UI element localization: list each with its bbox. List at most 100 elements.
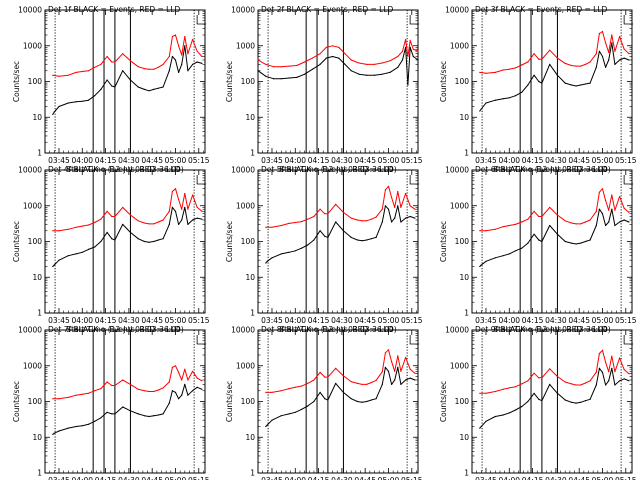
data-point-events [614, 63, 616, 65]
data-point-lld [589, 61, 591, 63]
data-point-events [52, 113, 54, 115]
chart-title: Det 1f BLACK = Events, RED = LLD [48, 5, 181, 14]
data-point-events [480, 108, 482, 110]
corner-bracket [196, 15, 207, 25]
y-tick-label: 1 [464, 309, 469, 318]
data-point-lld [570, 64, 573, 67]
data-point-events [580, 401, 582, 403]
data-point-events [533, 233, 535, 235]
data-point-lld [81, 70, 83, 73]
data-point-events [94, 246, 96, 248]
data-point-lld [157, 66, 159, 68]
data-point-lld [373, 63, 376, 65]
data-point-events [595, 224, 597, 227]
data-point-lld [527, 61, 529, 63]
series-events-line [52, 383, 203, 435]
corner-bracket [409, 335, 420, 345]
data-point-events [608, 380, 610, 382]
data-point-events [570, 401, 573, 403]
data-point-lld [533, 210, 535, 212]
x-tick-label: 04:15 [95, 476, 117, 480]
data-point-events [595, 384, 597, 386]
data-point-events [556, 392, 559, 394]
x-tick-label: 04:00 [71, 476, 93, 480]
x-tick-label: 03:45 [475, 476, 497, 480]
data-point-events [106, 79, 108, 81]
data-point-lld [157, 221, 159, 223]
data-point-events [327, 399, 329, 401]
x-tick-label: 05:15 [401, 316, 423, 325]
data-point-lld [307, 218, 309, 220]
panel-det-2: Det 2f BLACK = Events, RED = LLD 1 10 100 10… [225, 5, 423, 174]
data-point-lld [614, 371, 616, 373]
data-point-lld [605, 199, 607, 202]
data-point-events [401, 59, 404, 61]
data-point-events [168, 70, 170, 72]
data-point-events [67, 102, 69, 104]
data-point-lld [192, 194, 194, 196]
data-point-events [129, 410, 131, 412]
data-point-lld [608, 51, 610, 54]
data-point-events [174, 59, 177, 61]
data-point-lld [196, 206, 198, 208]
data-point-events [533, 392, 535, 394]
data-point-lld [181, 208, 183, 210]
data-point-events [384, 205, 386, 207]
data-point-events [623, 219, 625, 221]
data-point-lld [556, 375, 559, 378]
data-point-lld [619, 357, 621, 359]
data-point-events [570, 242, 573, 244]
data-point-events [485, 102, 487, 104]
plot-frame [44, 9, 206, 154]
data-point-lld [137, 388, 139, 390]
data-point-lld [394, 370, 396, 372]
data-point-events [332, 55, 334, 58]
data-point-lld [294, 221, 296, 224]
data-point-lld [324, 213, 326, 215]
x-tick-label: 04:00 [498, 156, 520, 165]
data-point-events [75, 425, 77, 428]
data-point-events [192, 219, 194, 221]
data-point-events [58, 105, 60, 108]
data-point-events [184, 206, 186, 208]
data-point-events [143, 88, 145, 90]
data-point-lld [265, 226, 267, 228]
data-point-lld [342, 211, 344, 213]
data-point-lld [527, 218, 529, 220]
data-point-events [296, 76, 298, 78]
data-point-events [611, 208, 613, 210]
data-point-lld [556, 57, 559, 59]
data-point-events [178, 398, 180, 400]
x-tick-label: 04:30 [331, 476, 353, 480]
y-tick-label: 10000 [445, 6, 469, 15]
y-tick-label: 10 [459, 113, 469, 122]
x-tick-label: 04:45 [568, 316, 590, 325]
data-point-events [417, 59, 419, 61]
data-point-lld [595, 371, 597, 373]
y-tick-label: 10000 [231, 326, 255, 335]
data-point-lld [300, 221, 303, 223]
x-tick-label: 04:15 [308, 476, 330, 480]
data-point-lld [575, 223, 577, 225]
data-point-lld [356, 382, 358, 384]
data-point-events [397, 366, 399, 368]
data-point-events [106, 231, 108, 233]
data-point-events [148, 241, 150, 243]
data-point-events [280, 415, 282, 417]
data-point-lld [196, 377, 198, 379]
data-point-lld [350, 381, 352, 383]
data-point-events [192, 390, 194, 392]
data-point-events [397, 66, 399, 68]
data-point-events [575, 402, 577, 404]
data-point-events [589, 82, 591, 84]
x-tick-label: 04:45 [568, 476, 590, 480]
data-point-events [265, 425, 267, 428]
x-tick-label: 03:45 [475, 156, 497, 165]
panel-det-6: Det 6f BLACK = Events, RED = LLD 1 10 100 10… [439, 165, 637, 334]
data-point-lld [106, 55, 108, 58]
data-point-lld [401, 50, 404, 52]
data-point-lld [412, 48, 414, 50]
data-point-events [129, 79, 131, 81]
data-point-lld [417, 50, 419, 52]
